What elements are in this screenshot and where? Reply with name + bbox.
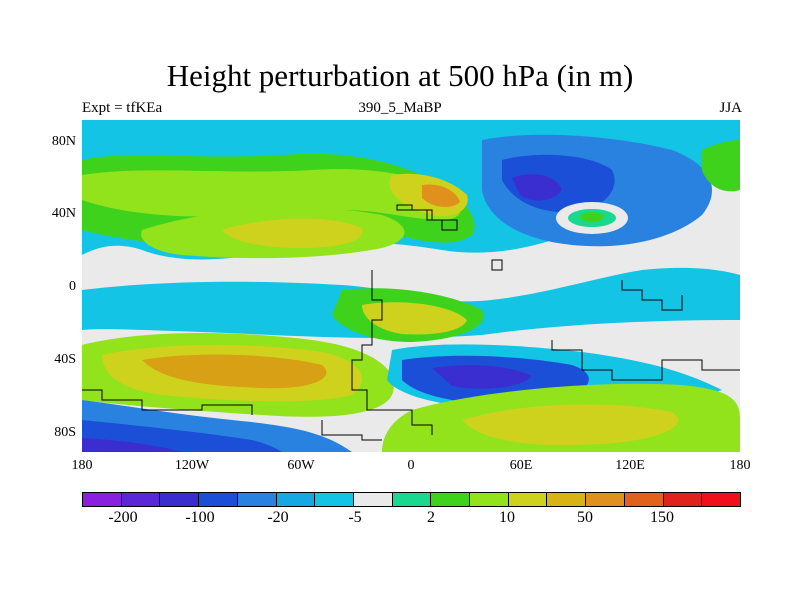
ne-pacific-green-region xyxy=(702,140,740,192)
asia-dark-blue-region xyxy=(512,174,562,201)
colorbar-label: -20 xyxy=(267,509,289,526)
midlat-yellow-region xyxy=(222,218,363,248)
south-deepest-blue-region xyxy=(432,365,532,389)
south-east-yellow-region xyxy=(462,404,679,446)
colorbar-swatch xyxy=(82,492,122,507)
colorbar-swatch xyxy=(701,492,741,507)
colorbar-swatch xyxy=(623,492,664,507)
equatorial-yellow-region xyxy=(362,302,467,335)
x-tick-120w: 120W xyxy=(174,458,210,473)
y-tick-80s: 80S xyxy=(54,425,76,440)
colorbar-swatch xyxy=(430,492,471,507)
colorbar-label: 10 xyxy=(499,509,515,526)
colorbar-swatch xyxy=(275,492,316,507)
colorbar-swatch xyxy=(352,492,393,507)
y-tick-40n: 40N xyxy=(51,206,76,221)
x-tick-180e: 180 xyxy=(729,458,751,473)
season-label: JJA xyxy=(719,100,742,116)
south-west-orange-region xyxy=(142,354,327,389)
y-tick-80n: 80N xyxy=(51,134,76,149)
y-tick-0: 0 xyxy=(69,279,76,294)
colorbar-swatch xyxy=(391,492,432,507)
colorbar-label: -5 xyxy=(348,509,362,526)
colorbar-label: -100 xyxy=(185,509,215,526)
colorbar-swatch xyxy=(236,492,277,507)
contour-field xyxy=(82,120,740,452)
x-tick-0: 0 xyxy=(407,458,415,473)
run-label: 390_5_MaBP xyxy=(358,100,442,116)
y-tick-40s: 40S xyxy=(54,352,76,367)
northern-yellow-green-region xyxy=(82,169,461,220)
atlantic-orange-region xyxy=(422,184,460,207)
colorbar-swatch xyxy=(546,492,587,507)
antarctic-deepest-blue-region xyxy=(82,438,182,452)
map-plot xyxy=(82,120,740,452)
colorbar-swatch xyxy=(314,492,354,507)
pacific-ring-core xyxy=(580,212,604,222)
colorbar-label: 50 xyxy=(577,509,593,526)
colorbar-swatch xyxy=(159,492,200,507)
colorbar-label: -200 xyxy=(108,509,138,526)
colorbar-label: 2 xyxy=(427,509,435,526)
x-tick-120e: 120E xyxy=(615,458,645,473)
x-tick-60e: 60E xyxy=(509,458,533,473)
colorbar-swatch xyxy=(585,492,625,507)
colorbar-swatch xyxy=(662,492,703,507)
coastlines xyxy=(82,204,740,441)
map-title: Height perturbation at 500 hPa (in m) xyxy=(166,58,634,93)
x-tick-180w: 180 xyxy=(71,458,93,473)
colorbar-label: 150 xyxy=(650,509,674,526)
colorbar-swatch xyxy=(120,492,161,507)
x-tick-60w: 60W xyxy=(287,458,315,473)
colorbar-swatch xyxy=(198,492,238,507)
colorbar-swatch xyxy=(507,492,548,507)
colorbar-swatch xyxy=(469,492,509,507)
experiment-label: Expt = tfKEa xyxy=(82,100,163,116)
